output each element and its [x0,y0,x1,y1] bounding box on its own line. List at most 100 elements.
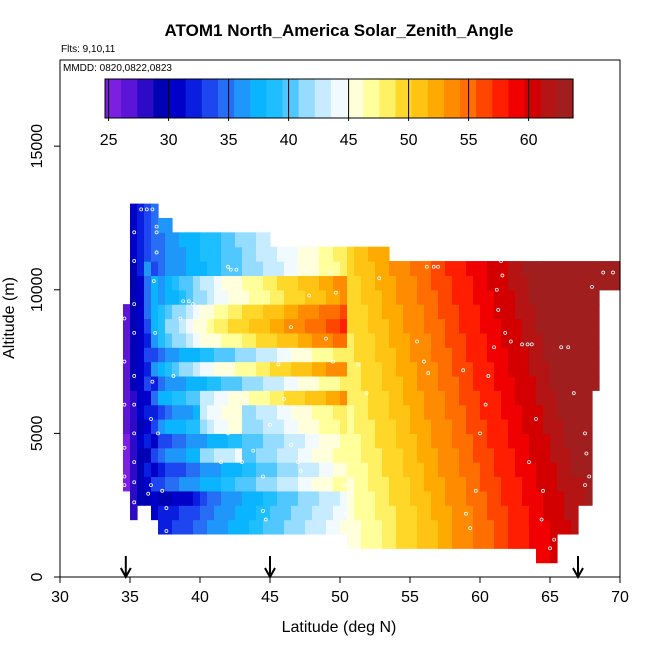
heatmap-cell-22-14 [277,318,285,334]
heatmap-cell-63-10 [564,375,572,391]
heatmap-cell-59-5 [536,476,544,492]
heatmap-cell-40-18 [403,275,411,291]
heatmap-cell-33-6 [354,447,362,463]
heatmap-cell-66-14 [585,289,593,305]
heatmap-cell-53-9 [494,404,502,420]
heatmap-cell-20-17 [263,275,271,291]
heatmap-cell-63-12 [564,347,572,363]
heatmap-cell-12-16 [207,289,215,305]
heatmap-cell-13-1 [214,505,222,521]
sample-point-86 [500,273,505,278]
heatmap-cell-20-10 [263,375,271,391]
heatmap-cell-63-2 [564,490,572,506]
heatmap-cell-65-1 [578,476,586,492]
heatmap-cell-18-14 [249,318,257,334]
heatmap-cell-65-7 [578,390,586,406]
heatmap-cell-0-3 [123,433,131,449]
heatmap-cell-62-7 [557,419,565,434]
sample-point-8 [132,302,137,307]
heatmap-cell-6-13 [165,332,173,348]
heatmap-cell-47-4 [452,476,460,492]
heatmap-cell-67-8 [592,261,600,277]
heatmap-cell-18-18 [249,261,257,277]
colorbar-segment-3 [153,79,171,118]
x-axis: 30 35 40 45 50 55 60 65 70 [51,577,629,606]
heatmap-cell-14-3 [221,476,229,492]
heatmap-cell-23-0 [284,519,292,535]
heatmap-cell-21-9 [270,390,278,406]
heatmap-cell-29-7 [326,419,334,434]
heatmap-cell-57-14 [522,332,530,348]
heatmap-cell-49-12 [466,361,474,377]
heatmap-cell-6-10 [165,375,173,391]
heatmap-cell-6-11 [165,361,173,377]
heatmap-cell-25-1 [298,505,306,521]
heatmap-cell-38-18 [389,275,397,291]
heatmap-cell-59-3 [536,505,544,521]
heatmap-cell-42-4 [417,476,425,492]
heatmap-cell-42-12 [417,361,425,377]
heatmap-cell-34-10 [361,390,369,406]
sample-point-39 [234,267,239,272]
heatmap-cell-26-13 [305,332,313,348]
heatmap-cell-30-15 [333,304,341,320]
heatmap-cell-25-0 [298,519,306,535]
heatmap-cell-17-2 [242,490,250,506]
heatmap-cell-34-2 [361,505,369,521]
heatmap-cell-37-10 [382,390,390,406]
heatmap-cell-45-0 [438,533,446,549]
heatmap-cell-19-7 [256,419,264,434]
heatmap-cell-7-17 [172,275,180,291]
sample-point-7 [132,259,137,263]
heatmap-cell-35-11 [368,375,376,391]
heatmap-cell-3-6 [144,404,152,420]
colorbar-segment-12 [298,79,316,118]
heatmap-cell-20-14 [263,318,271,334]
heatmap-cell-61-15 [550,332,558,348]
heatmap-cell-47-8 [452,419,460,434]
sample-point-52 [296,460,300,465]
heatmap-cell-62-3 [557,476,565,492]
heatmap-cell-14-17 [221,275,229,291]
heatmap-cell-28-1 [319,505,327,521]
heatmap-cell-20-2 [263,490,271,506]
heatmap-cell-16-9 [235,390,243,406]
heatmap-cell-10-9 [193,390,201,406]
heatmap-cell-31-5 [340,447,348,463]
heatmap-cell-18-9 [249,390,257,406]
heatmap-cell-48-14 [459,332,467,348]
heatmap-cell-49-15 [466,318,474,334]
heatmap-cell-32-16 [347,304,355,320]
heatmap-cell-56-15 [515,318,523,334]
sample-points [122,207,615,551]
heatmap-cell-1-3 [130,462,138,478]
heatmap-cell-45-4 [438,476,446,492]
heatmap-cell-53-11 [494,375,502,391]
heatmap-cell-11-5 [200,447,208,463]
heatmap-cell-12-3 [207,476,215,492]
heatmap-cell-51-3 [480,490,488,506]
heatmap-cell-50-11 [473,375,481,391]
heatmap-cell-35-12 [368,361,376,377]
heatmap-cell-40-10 [403,390,411,406]
heatmap-cell-35-7 [368,433,376,449]
sample-point-1 [122,359,127,364]
heatmap-cell-36-16 [375,304,383,320]
heatmap-cell-29-16 [326,289,334,305]
heatmap-cell-58-1 [529,519,537,535]
heatmap-cell-54-6 [501,447,509,463]
heatmap-cell-15-5 [228,447,236,463]
heatmap-cell-17-1 [242,505,250,521]
heatmap-cell-67-3 [592,332,600,348]
heatmap-cell-4-16 [151,275,159,291]
colorbar-tick-label-6: 55 [460,132,478,149]
heatmap-cell-63-4 [564,462,572,478]
heatmap-cell-26-12 [305,347,313,363]
heatmap-cell-50-5 [473,462,481,478]
heatmap-cell-53-1 [494,519,502,535]
heatmap-cell-30-19 [333,246,341,262]
heatmap-cell-20-12 [263,347,271,363]
heatmap-cell-15-16 [228,289,236,305]
heatmap-cell-15-8 [228,404,236,420]
heatmap-cell-49-19 [466,261,474,277]
